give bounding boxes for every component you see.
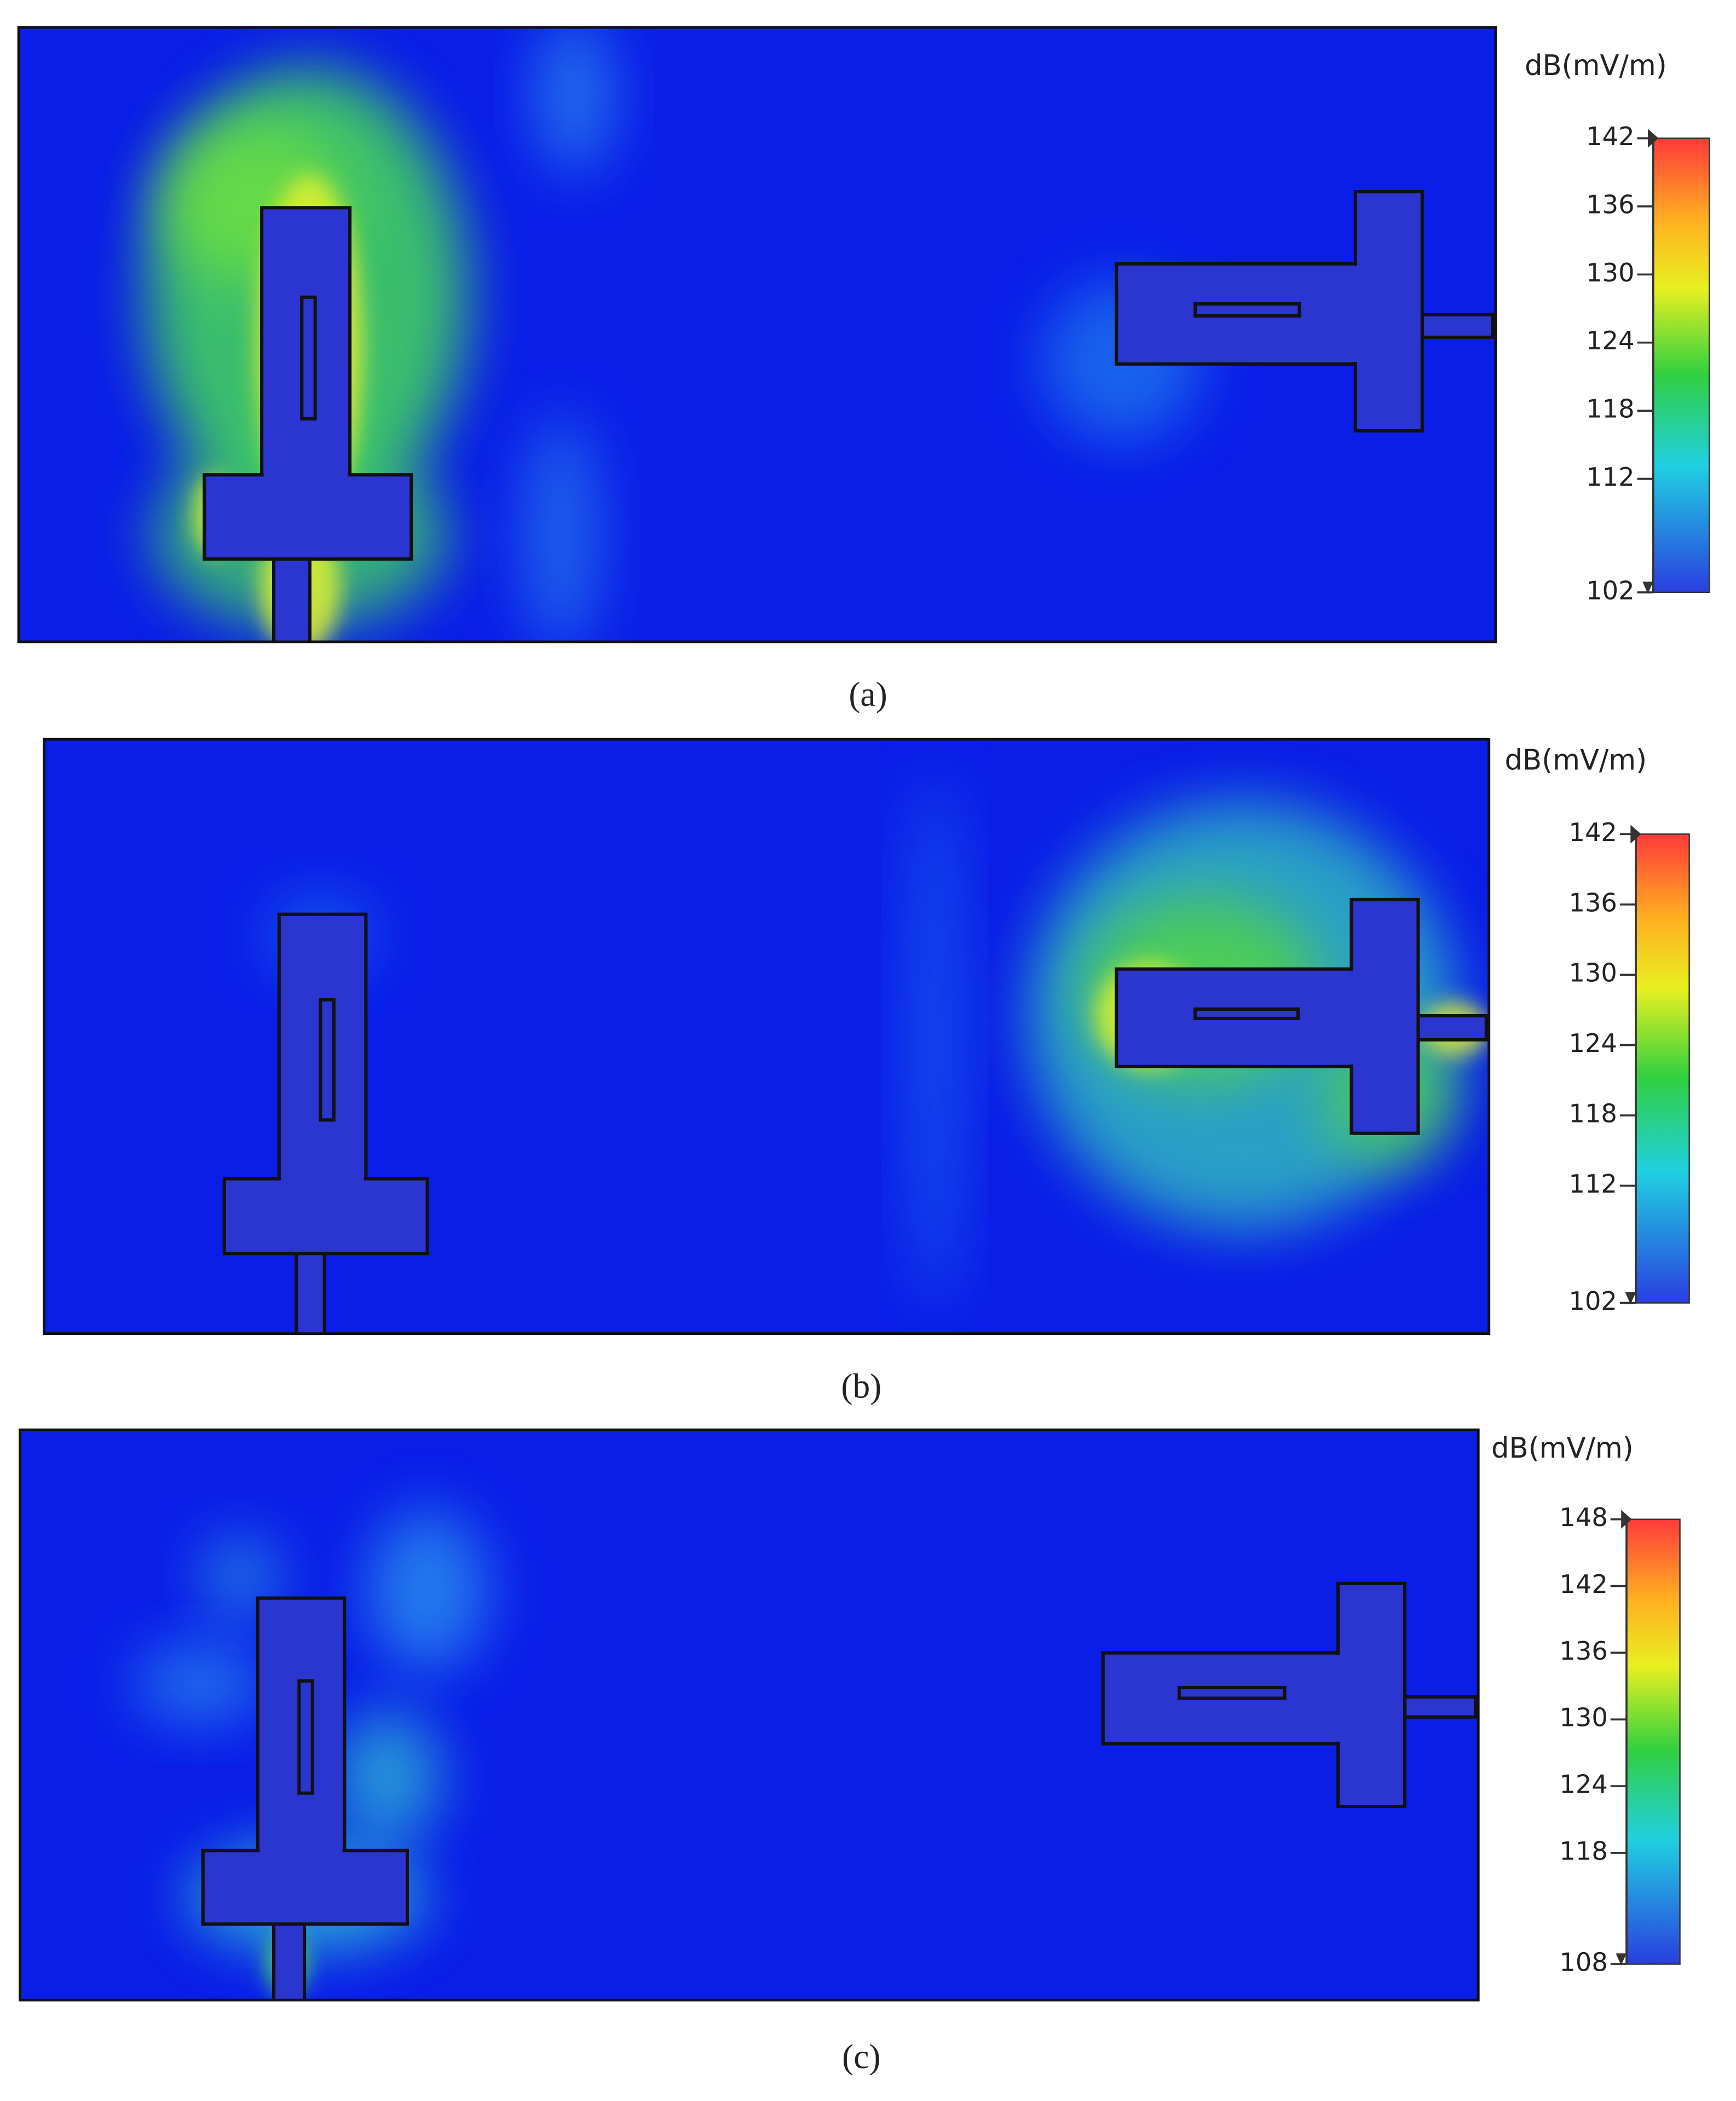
- colorbar-tick-label: 130: [1586, 258, 1634, 287]
- panel-border: [17, 26, 1497, 643]
- colorbar-tick-label: 102: [1586, 575, 1634, 605]
- colorbar-tick-label: 136: [1568, 888, 1617, 917]
- panel: 102 112 118 124 130 136 142 dB(mV/m) (a): [17, 26, 1710, 713]
- feed-line: [272, 1919, 307, 2000]
- slot: [297, 1679, 314, 1795]
- limit-marker: [1630, 825, 1641, 844]
- limit-marker: [1621, 1510, 1632, 1529]
- field-glow: [908, 775, 962, 1310]
- feed-line: [1420, 313, 1495, 339]
- limit-marker: [1616, 1953, 1627, 1966]
- slot: [1193, 1007, 1300, 1021]
- panel-caption: (b): [841, 1367, 881, 1406]
- panel-caption: (c): [842, 2037, 880, 2076]
- colorbar-tick-label: 124: [1586, 326, 1634, 355]
- colorbar-tick-label: 124: [1568, 1028, 1617, 1058]
- colorbar-tick-label: 130: [1559, 1703, 1607, 1732]
- patch-crossbar: [222, 1177, 429, 1256]
- colorbar-unit: dB(mV/m): [1504, 744, 1647, 777]
- panel-border: [43, 738, 1491, 1336]
- panel: 102 112 118 124 130 136 142 dB(mV/m) (b): [43, 738, 1690, 1406]
- patch-crossbar: [203, 473, 413, 561]
- colorbar-tick-label: 142: [1559, 1569, 1607, 1599]
- slot: [319, 998, 336, 1122]
- patch-crossbar: [1336, 1581, 1407, 1809]
- limit-marker: [1642, 582, 1653, 594]
- colorbar: [1652, 137, 1710, 594]
- patch-join: [1334, 1655, 1342, 1742]
- panel-caption: (a): [849, 675, 887, 713]
- feed-line: [1416, 1014, 1488, 1042]
- patch-join: [1351, 266, 1360, 362]
- limit-marker: [1625, 1292, 1636, 1304]
- panel: 108 118 124 130 136 142 148 dB(mV/m) (c): [19, 1428, 1681, 2076]
- colorbar-tick-label: 124: [1559, 1770, 1607, 1799]
- colorbar-tick-label: 130: [1568, 958, 1617, 988]
- patch-join: [281, 1176, 364, 1184]
- patch-join: [259, 1847, 343, 1856]
- field-map: [44, 739, 1489, 1334]
- colorbar-unit: dB(mV/m): [1491, 1432, 1634, 1465]
- feed-line: [272, 554, 312, 642]
- field-glow: [333, 1710, 441, 1844]
- field-glow: [521, 415, 601, 642]
- patch-crossbar: [1349, 897, 1420, 1135]
- colorbar: [1635, 833, 1690, 1304]
- limit-marker: [1648, 129, 1659, 148]
- field-map: [19, 27, 1496, 642]
- slot: [1193, 302, 1301, 318]
- patch-crossbar: [201, 1849, 410, 1926]
- colorbar-unit: dB(mV/m): [1525, 49, 1667, 82]
- colorbar-tick-label: 118: [1568, 1099, 1617, 1129]
- colorbar-tick-label: 136: [1586, 189, 1634, 219]
- patch-join: [263, 472, 348, 480]
- feed-line: [295, 1249, 326, 1334]
- colorbar-tick-label: 142: [1568, 818, 1617, 847]
- field-glow: [367, 1510, 488, 1671]
- field-map: [20, 1430, 1479, 2000]
- field-glow: [133, 1643, 267, 1724]
- feed-line: [1403, 1695, 1478, 1719]
- colorbar-tick-label: 102: [1568, 1286, 1617, 1316]
- colorbar: [1625, 1518, 1681, 1965]
- colorbar-tick-label: 148: [1559, 1503, 1607, 1532]
- colorbar-tick-label: 112: [1568, 1169, 1617, 1199]
- colorbar-tick-label: 108: [1559, 1947, 1607, 1977]
- slot: [300, 295, 317, 421]
- panel-border: [19, 1428, 1480, 2002]
- colorbar-tick-label: 142: [1586, 122, 1634, 151]
- patch-join: [1347, 971, 1356, 1065]
- colorbar-tick-label: 118: [1559, 1836, 1607, 1866]
- slot: [1177, 1685, 1287, 1700]
- patch-crossbar: [1353, 190, 1424, 433]
- colorbar-tick-label: 112: [1586, 462, 1634, 492]
- field-glow: [534, 27, 615, 175]
- colorbar-tick-label: 136: [1559, 1636, 1607, 1666]
- colorbar-tick-label: 118: [1586, 394, 1634, 424]
